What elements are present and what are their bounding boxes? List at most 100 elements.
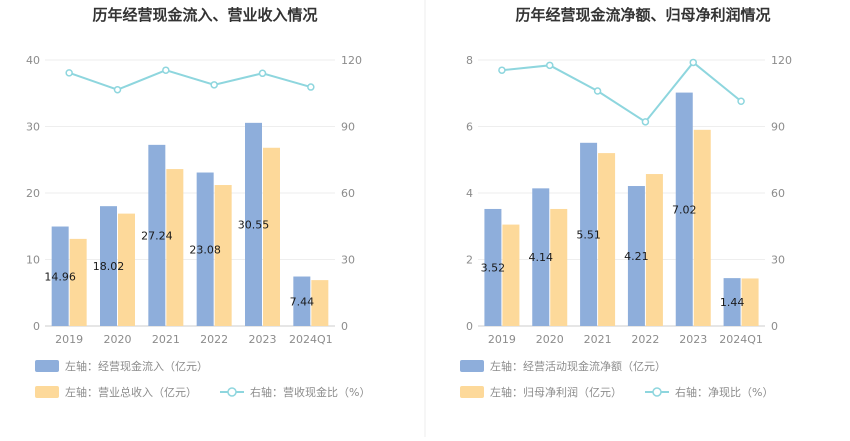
ratio-point xyxy=(737,97,745,105)
y-right-tick-label: 90 xyxy=(341,121,355,134)
ratio-point xyxy=(65,69,73,77)
y-left-tick-label: 2 xyxy=(466,254,473,267)
bar-data-label: 5.51 xyxy=(576,228,601,241)
bar-secondary xyxy=(214,185,232,326)
bar-primary xyxy=(627,186,645,326)
legend-label: 右轴：营收现金比（%） xyxy=(250,385,370,399)
legend-line-marker xyxy=(652,387,662,397)
ratio-point xyxy=(258,69,267,78)
x-tick-label: 2021 xyxy=(584,333,612,346)
bar-primary xyxy=(580,142,598,326)
y-right-tick-label: 120 xyxy=(771,54,792,67)
y-left-tick-label: 4 xyxy=(466,187,473,200)
x-tick-label: 2019 xyxy=(488,333,516,346)
bar-primary xyxy=(148,144,166,326)
y-right-tick-label: 30 xyxy=(771,254,785,267)
y-right-tick-label: 60 xyxy=(771,187,785,200)
bar-data-label: 4.21 xyxy=(624,250,649,263)
legend-swatch xyxy=(460,360,484,372)
x-tick-label: 2023 xyxy=(249,333,277,346)
y-right-tick-label: 30 xyxy=(341,254,355,267)
ratio-point xyxy=(210,81,218,89)
chart-title: 历年经营现金流净额、归母净利润情况 xyxy=(515,6,770,24)
bar-secondary xyxy=(741,278,759,326)
x-tick-label: 2019 xyxy=(55,333,83,346)
bar-secondary xyxy=(118,213,135,326)
bar-secondary xyxy=(550,208,568,326)
y-left-tick-label: 10 xyxy=(26,254,40,267)
legend-line-marker xyxy=(227,387,237,397)
legend-label: 左轴：归母净利润（亿元） xyxy=(490,385,622,399)
chart-panel-1: 历年经营现金流入、营业收入情况 0 0 10 30 20 60 30 90 40 120 2019 20… xyxy=(26,6,370,399)
x-tick-label: 2023 xyxy=(679,333,707,346)
bar-data-label: 7.44 xyxy=(290,295,315,308)
ratio-point xyxy=(307,83,315,91)
bar-data-label: 7.02 xyxy=(672,203,697,216)
chart-panel-2: 历年经营现金流净额、归母净利润情况 0 0 2 30 4 60 6 90 8 120 2019 2020… xyxy=(460,6,792,399)
ratio-line xyxy=(68,69,312,91)
ratio-point xyxy=(593,87,602,95)
bar-primary xyxy=(723,278,741,326)
bar-secondary xyxy=(598,153,616,326)
bar-secondary xyxy=(645,174,663,326)
y-right-tick-label: 0 xyxy=(771,320,778,333)
legend-label: 左轴：经营活动现金流净额（亿元） xyxy=(490,359,666,373)
y-left-tick-label: 40 xyxy=(26,54,40,67)
y-right-tick-label: 90 xyxy=(771,121,785,134)
ratio-line xyxy=(501,61,742,124)
y-left-tick-label: 0 xyxy=(33,320,40,333)
ratio-point xyxy=(546,61,554,70)
legend-swatch xyxy=(35,360,59,372)
legend-label: 左轴：经营现金流入（亿元） xyxy=(65,359,208,373)
x-tick-label: 2022 xyxy=(631,333,659,346)
y-left-tick-label: 20 xyxy=(26,187,40,200)
bar-secondary xyxy=(69,238,87,326)
legend-swatch xyxy=(460,386,484,398)
bar-data-label: 23.08 xyxy=(189,243,221,256)
ratio-point xyxy=(113,85,122,94)
legend-label: 左轴：营业总收入（亿元） xyxy=(65,385,197,399)
bar-data-label: 18.02 xyxy=(93,260,125,273)
bar-secondary xyxy=(502,224,520,326)
ratio-point xyxy=(162,66,170,74)
bar-primary xyxy=(245,122,262,326)
ratio-point xyxy=(641,118,650,126)
ratio-point xyxy=(498,66,506,74)
bar-secondary xyxy=(311,280,329,326)
legend-swatch xyxy=(35,386,59,398)
x-tick-label: 2024Q1 xyxy=(719,333,763,346)
x-tick-label: 2020 xyxy=(536,333,564,346)
bar-data-label: 1.44 xyxy=(720,296,745,309)
bar-data-label: 30.55 xyxy=(238,218,270,231)
bar-primary xyxy=(51,226,69,326)
bar-primary xyxy=(100,206,117,326)
bar-secondary xyxy=(166,169,184,326)
bar-data-label: 14.96 xyxy=(44,270,76,283)
x-tick-label: 2020 xyxy=(104,333,132,346)
bar-primary xyxy=(293,276,311,326)
bar-secondary xyxy=(693,129,711,326)
bar-data-label: 4.14 xyxy=(529,251,554,264)
x-tick-label: 2021 xyxy=(152,333,180,346)
y-left-tick-label: 30 xyxy=(26,121,40,134)
ratio-point xyxy=(689,58,697,67)
y-left-tick-label: 8 xyxy=(466,54,473,67)
legend-label: 右轴：净现比（%） xyxy=(675,385,773,399)
x-tick-label: 2024Q1 xyxy=(289,333,333,346)
bar-data-label: 3.52 xyxy=(481,261,506,274)
bar-primary xyxy=(484,208,502,326)
bar-primary xyxy=(196,172,214,326)
y-right-tick-label: 0 xyxy=(341,320,348,333)
x-tick-label: 2022 xyxy=(200,333,228,346)
bar-primary xyxy=(532,188,550,326)
bar-data-label: 27.24 xyxy=(141,229,173,242)
y-right-tick-label: 120 xyxy=(341,54,362,67)
chart-title: 历年经营现金流入、营业收入情况 xyxy=(92,6,317,24)
y-right-tick-label: 60 xyxy=(341,187,355,200)
y-left-tick-label: 0 xyxy=(466,320,473,333)
bar-primary xyxy=(675,92,693,327)
bar-secondary xyxy=(263,147,280,326)
y-left-tick-label: 6 xyxy=(466,121,473,134)
